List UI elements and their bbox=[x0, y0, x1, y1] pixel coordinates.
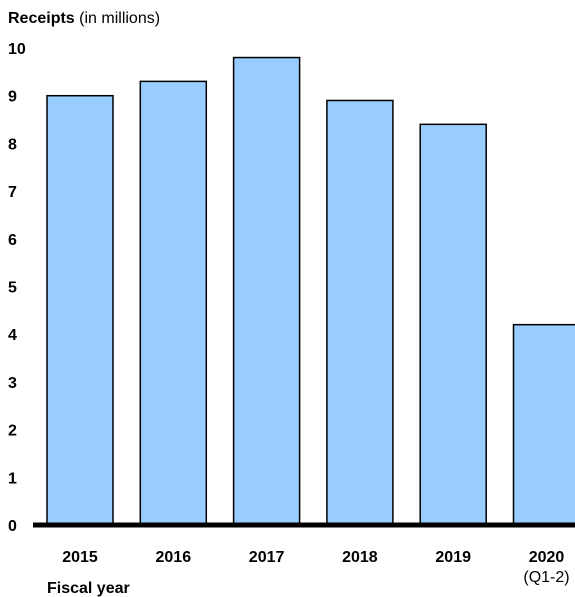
x-axis-title: Fiscal year bbox=[47, 580, 130, 597]
y-tick-label: 3 bbox=[8, 375, 17, 392]
y-axis-title-bold: Receipts bbox=[8, 10, 75, 27]
x-tick-label: 2017 bbox=[249, 549, 285, 566]
x-axis-ticks: 2015 2016 2017 2018 2019 2020 (Q1-2) bbox=[62, 549, 569, 586]
y-axis-title: Receipts (in millions) bbox=[8, 10, 160, 27]
bars bbox=[46, 56, 575, 526]
y-tick-label: 6 bbox=[8, 232, 17, 249]
y-tick-label: 8 bbox=[8, 136, 17, 153]
y-tick-label: 4 bbox=[8, 327, 17, 344]
y-tick-label: 9 bbox=[8, 89, 17, 106]
bar-2016 bbox=[139, 80, 208, 526]
bar-2015 bbox=[46, 94, 114, 526]
y-tick-label: 0 bbox=[8, 518, 17, 535]
bar-2020 bbox=[512, 323, 575, 526]
bar-2019 bbox=[419, 123, 487, 526]
x-tick-label: 2020 bbox=[529, 549, 565, 566]
x-tick-sublabel: (Q1-2) bbox=[523, 569, 569, 586]
x-tick-label: 2016 bbox=[156, 549, 192, 566]
y-tick-label: 7 bbox=[8, 184, 17, 201]
x-tick-label: 2015 bbox=[62, 549, 98, 566]
y-axis-title-unit: (in millions) bbox=[75, 10, 160, 27]
bar-2017 bbox=[232, 56, 301, 526]
y-tick-label: 1 bbox=[8, 470, 17, 487]
x-tick-label: 2019 bbox=[435, 549, 471, 566]
y-axis-ticks: 0 1 2 3 4 5 6 7 8 9 10 bbox=[8, 41, 26, 535]
bar-2018 bbox=[326, 99, 394, 526]
x-tick-label: 2018 bbox=[342, 549, 378, 566]
y-tick-label: 2 bbox=[8, 423, 17, 440]
y-tick-label: 5 bbox=[8, 280, 17, 297]
y-tick-label: 10 bbox=[8, 41, 26, 58]
